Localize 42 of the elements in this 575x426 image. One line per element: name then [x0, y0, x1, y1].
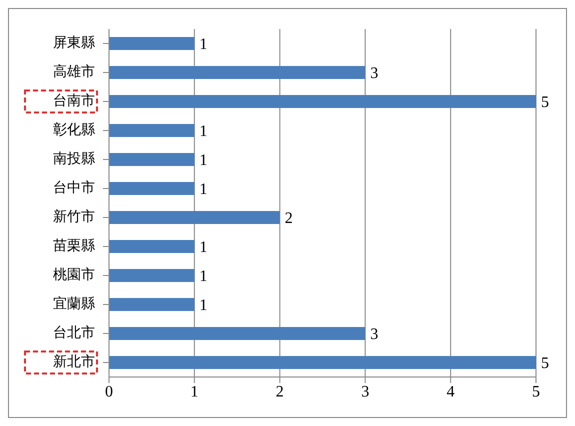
bar — [109, 298, 194, 311]
bar — [109, 327, 366, 340]
data-label: 1 — [199, 297, 208, 314]
bar — [109, 66, 366, 79]
y-tick-label: 高雄市 — [53, 64, 95, 80]
x-tick-label: 5 — [532, 383, 540, 400]
data-label: 1 — [199, 268, 208, 286]
y-tick-label: 台北市 — [53, 325, 95, 341]
y-tick-label: 台中市 — [53, 180, 95, 196]
y-tick-label: 新竹市 — [53, 209, 95, 225]
data-label: 3 — [370, 65, 378, 82]
x-tick-label: 2 — [276, 383, 284, 400]
y-tick-label: 南投縣 — [53, 151, 95, 167]
y-tick-label: 宜蘭縣 — [53, 296, 95, 312]
data-label: 2 — [284, 210, 293, 228]
bar — [109, 211, 280, 224]
bar — [109, 356, 536, 369]
data-label: 1 — [199, 123, 208, 140]
bar — [109, 240, 194, 253]
bar — [109, 269, 194, 282]
bar — [109, 182, 194, 195]
y-tick-label: 新北市 — [53, 354, 95, 370]
data-label: 1 — [199, 239, 208, 256]
y-tick-label: 台南市 — [53, 93, 95, 109]
x-tick-label: 0 — [105, 383, 113, 400]
data-label: 1 — [199, 36, 208, 54]
y-tick-label: 彰化縣 — [53, 122, 95, 138]
y-tick-label: 苗栗縣 — [53, 238, 95, 254]
y-tick-label: 桃園市 — [53, 267, 95, 283]
data-label: 3 — [370, 326, 378, 344]
bar — [109, 124, 194, 137]
x-tick-label: 3 — [361, 383, 370, 400]
data-label: 1 — [199, 152, 208, 170]
bar — [109, 153, 194, 166]
x-tick-label: 4 — [446, 383, 455, 400]
data-label: 5 — [541, 355, 549, 372]
x-tick-label: 1 — [190, 383, 198, 400]
bar — [109, 95, 536, 108]
data-label: 1 — [199, 181, 208, 198]
y-tick-label: 屏東縣 — [53, 35, 95, 51]
bar — [109, 37, 194, 50]
data-label: 5 — [541, 94, 549, 112]
